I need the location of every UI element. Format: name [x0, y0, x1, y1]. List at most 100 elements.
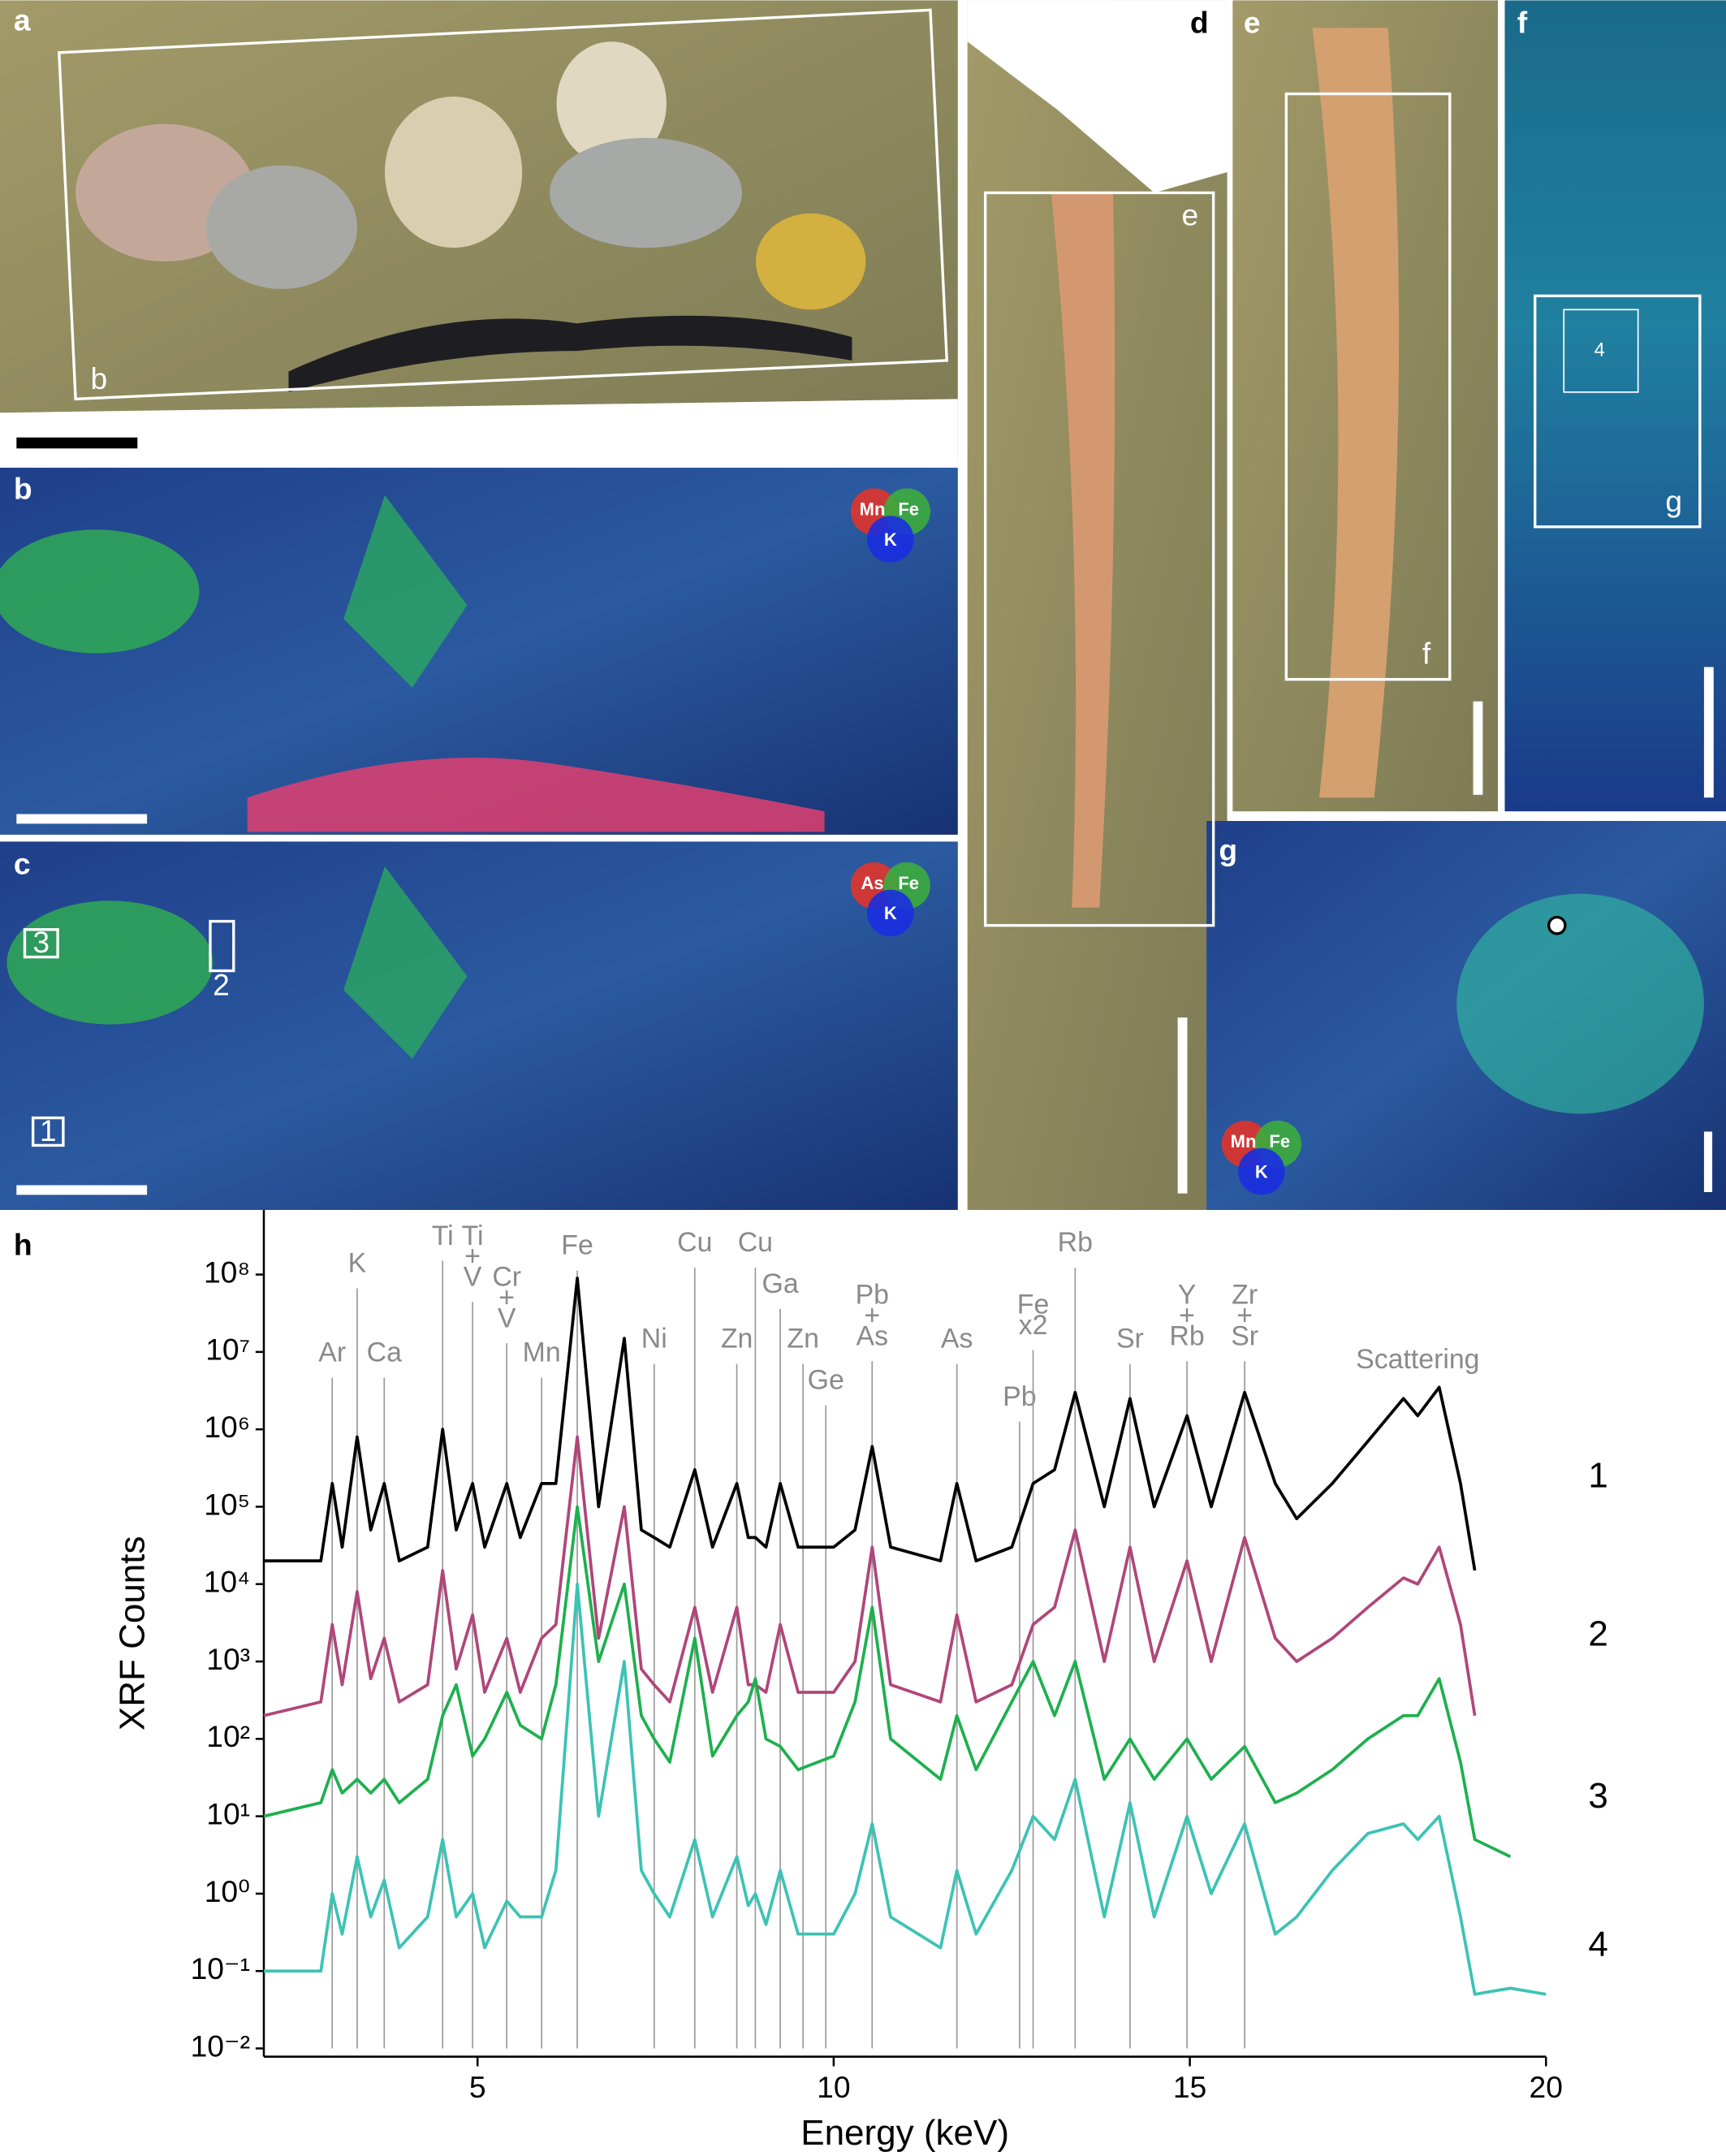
fossil: [1312, 28, 1400, 798]
scale-bar: [1473, 701, 1483, 795]
background: [0, 399, 958, 461]
peak-label: Rb: [1058, 1227, 1093, 1258]
peak-label: K: [348, 1248, 367, 1279]
legend-label: K: [884, 903, 897, 923]
peak-label: Scattering: [1356, 1344, 1479, 1375]
panel-label: e: [1244, 6, 1261, 40]
fossil: [205, 165, 358, 289]
peak-label: +: [1179, 1300, 1195, 1331]
x-tick-label: 5: [469, 2070, 486, 2104]
peak-label: Zr: [1232, 1280, 1258, 1311]
y-tick-label: 10⁻²: [191, 2029, 250, 2063]
panel-label: c: [14, 847, 31, 881]
peak-label: Sr: [1116, 1324, 1144, 1355]
box-label: 4: [1594, 339, 1605, 361]
panel-label: g: [1219, 833, 1237, 867]
series-label: 3: [1588, 1776, 1607, 1816]
peak-label: Ni: [641, 1324, 667, 1355]
fossil: [288, 315, 852, 392]
box-label: 2: [213, 968, 230, 1002]
y-tick-label: 10⁰: [205, 1874, 250, 1908]
series-label: 1: [1588, 1456, 1607, 1496]
region-box: [23, 927, 59, 959]
scale-bar: [1177, 1018, 1188, 1194]
peak-label: Ga: [762, 1268, 799, 1299]
peak-label: As: [941, 1324, 973, 1355]
y-tick-label: 10¹: [206, 1796, 250, 1830]
region-box: [58, 8, 949, 401]
box-label: e: [1182, 198, 1199, 232]
x-tick-label: 10: [817, 2070, 850, 2104]
marker: [1547, 915, 1567, 935]
legend-label: Fe: [898, 873, 919, 893]
peak-label: Rb: [1169, 1320, 1204, 1351]
scale-bar: [16, 1185, 148, 1195]
peak-label: Ar: [318, 1337, 346, 1368]
legend-label: Fe: [1269, 1131, 1290, 1151]
scale-bar: [1703, 1131, 1713, 1192]
peak-label: Ge: [808, 1365, 844, 1396]
fossil: [384, 96, 523, 248]
panel-label: h: [14, 1228, 32, 1262]
x-tick-label: 20: [1530, 2070, 1563, 2104]
spectrum-line: [263, 1435, 1477, 1717]
region-box: [1563, 309, 1639, 393]
peak-label: +: [464, 1241, 481, 1272]
y-tick-label: 10⁵: [204, 1487, 250, 1521]
peak-label: Cu: [738, 1227, 773, 1258]
peak-label: Mn: [523, 1337, 561, 1368]
legend-label: K: [1255, 1161, 1268, 1182]
legend-swatch: [867, 889, 914, 937]
region-box: [1534, 294, 1702, 529]
peak-label: Ca: [367, 1337, 402, 1368]
region-box: [1284, 92, 1452, 681]
x-tick-label: 15: [1173, 2070, 1206, 2104]
map: [0, 841, 958, 1210]
peak-label: x2: [1019, 1310, 1048, 1341]
peak-label: Sr: [1231, 1320, 1258, 1351]
legend-label: As: [861, 873, 883, 893]
fossil: [550, 137, 743, 248]
box-label: 3: [32, 925, 50, 959]
panel-label: b: [14, 472, 32, 506]
peak-label: Cu: [677, 1227, 712, 1258]
peak-label: Zn: [787, 1324, 818, 1355]
peak-label: Fe: [561, 1230, 593, 1261]
legend-label: Fe: [898, 499, 919, 520]
y-axis-title: XRF Counts: [113, 1536, 153, 1731]
region-box: [31, 1116, 65, 1147]
map-feature: [343, 495, 468, 688]
map-feature: [247, 757, 825, 832]
legend-swatch: [867, 516, 914, 563]
legend-swatch: [1238, 1147, 1285, 1195]
x-axis-title: Energy (keV): [800, 2113, 1009, 2153]
y-tick-label: 10⁴: [204, 1565, 250, 1599]
y-tick-label: 10⁻¹: [191, 1951, 250, 1985]
map-feature: [1456, 893, 1704, 1114]
box-label: g: [1665, 484, 1682, 518]
box-label: 1: [40, 1113, 57, 1147]
scale-bar: [16, 437, 138, 449]
peak-label: V: [464, 1262, 482, 1293]
panel-label: f: [1517, 6, 1528, 40]
fossil: [556, 41, 667, 166]
map-feature: [0, 529, 200, 654]
peak-label: Zn: [721, 1324, 753, 1355]
panel-label: d: [1190, 6, 1209, 40]
series-label: 4: [1588, 1925, 1607, 1964]
y-tick-label: 10⁸: [204, 1255, 250, 1289]
panel-label: a: [14, 2, 31, 37]
peak-label: Ti: [462, 1221, 484, 1251]
map: [1504, 0, 1726, 812]
peak-label: Y: [1178, 1280, 1197, 1311]
fossil: [755, 213, 866, 310]
peak-label: Fe: [1017, 1289, 1049, 1320]
peak-label: +: [498, 1282, 515, 1313]
y-tick-label: 10⁷: [205, 1333, 250, 1367]
legend-label: K: [884, 529, 897, 550]
y-tick-label: 10⁶: [204, 1410, 250, 1444]
spectrum-line: [263, 1277, 1477, 1571]
peak-label: As: [857, 1320, 889, 1351]
fossil: [1051, 192, 1115, 908]
